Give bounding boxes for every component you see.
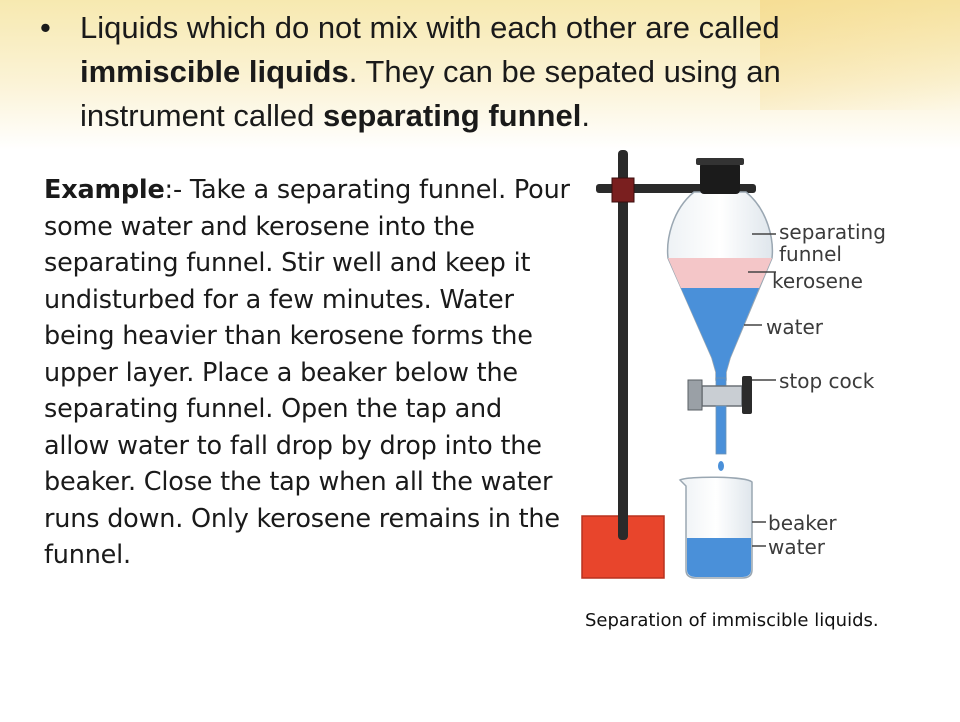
beaker-water <box>687 538 751 577</box>
label-separating: separating <box>779 220 886 244</box>
funnel-stopper-top <box>696 158 744 165</box>
example-text: Take a separating funnel. Pour some wate… <box>44 175 570 570</box>
funnel-stem-lower <box>715 405 727 455</box>
label-beaker-water: water <box>768 535 826 559</box>
stop-cock-key <box>742 376 752 414</box>
example-label: Example <box>44 175 165 205</box>
stand-rod <box>618 150 628 540</box>
label-stop-cock: stop cock <box>779 369 875 393</box>
separating-funnel-figure: separating funnel kerosene water stop co… <box>576 140 906 590</box>
label-beaker: beaker <box>768 511 837 535</box>
figure-illustration: separating funnel kerosene water stop co… <box>581 150 886 579</box>
figure-caption: Separation of immiscible liquids. <box>585 610 879 631</box>
bullet-point: • Liquids which do not mix with each oth… <box>40 6 840 138</box>
bullet-text-part2: . They can be sepated using an instrumen… <box>80 54 781 133</box>
kerosene-layer <box>668 258 772 288</box>
bullet-text-part3: . <box>581 98 590 133</box>
bullet-marker: • <box>40 10 51 45</box>
stop-cock-handle <box>687 379 703 411</box>
water-drop-1 <box>718 461 724 471</box>
bullet-text-part1: Liquids which do not mix with each other… <box>80 10 780 45</box>
label-kerosene: kerosene <box>772 269 863 293</box>
term-immiscible-liquids: immiscible liquids <box>80 54 349 89</box>
header-banner <box>0 0 960 150</box>
example-separator: :- <box>164 175 183 205</box>
label-water: water <box>766 315 824 339</box>
stop-cock-body <box>701 385 743 407</box>
example-paragraph: Example:- Take a separating funnel. Pour… <box>44 172 574 574</box>
bullet-text: Liquids which do not mix with each other… <box>80 6 840 138</box>
funnel-water-layer <box>681 288 759 380</box>
label-funnel: funnel <box>779 242 842 266</box>
clamp-boss <box>611 177 635 203</box>
funnel-stopper <box>700 162 740 194</box>
term-separating-funnel: separating funnel <box>322 98 582 133</box>
